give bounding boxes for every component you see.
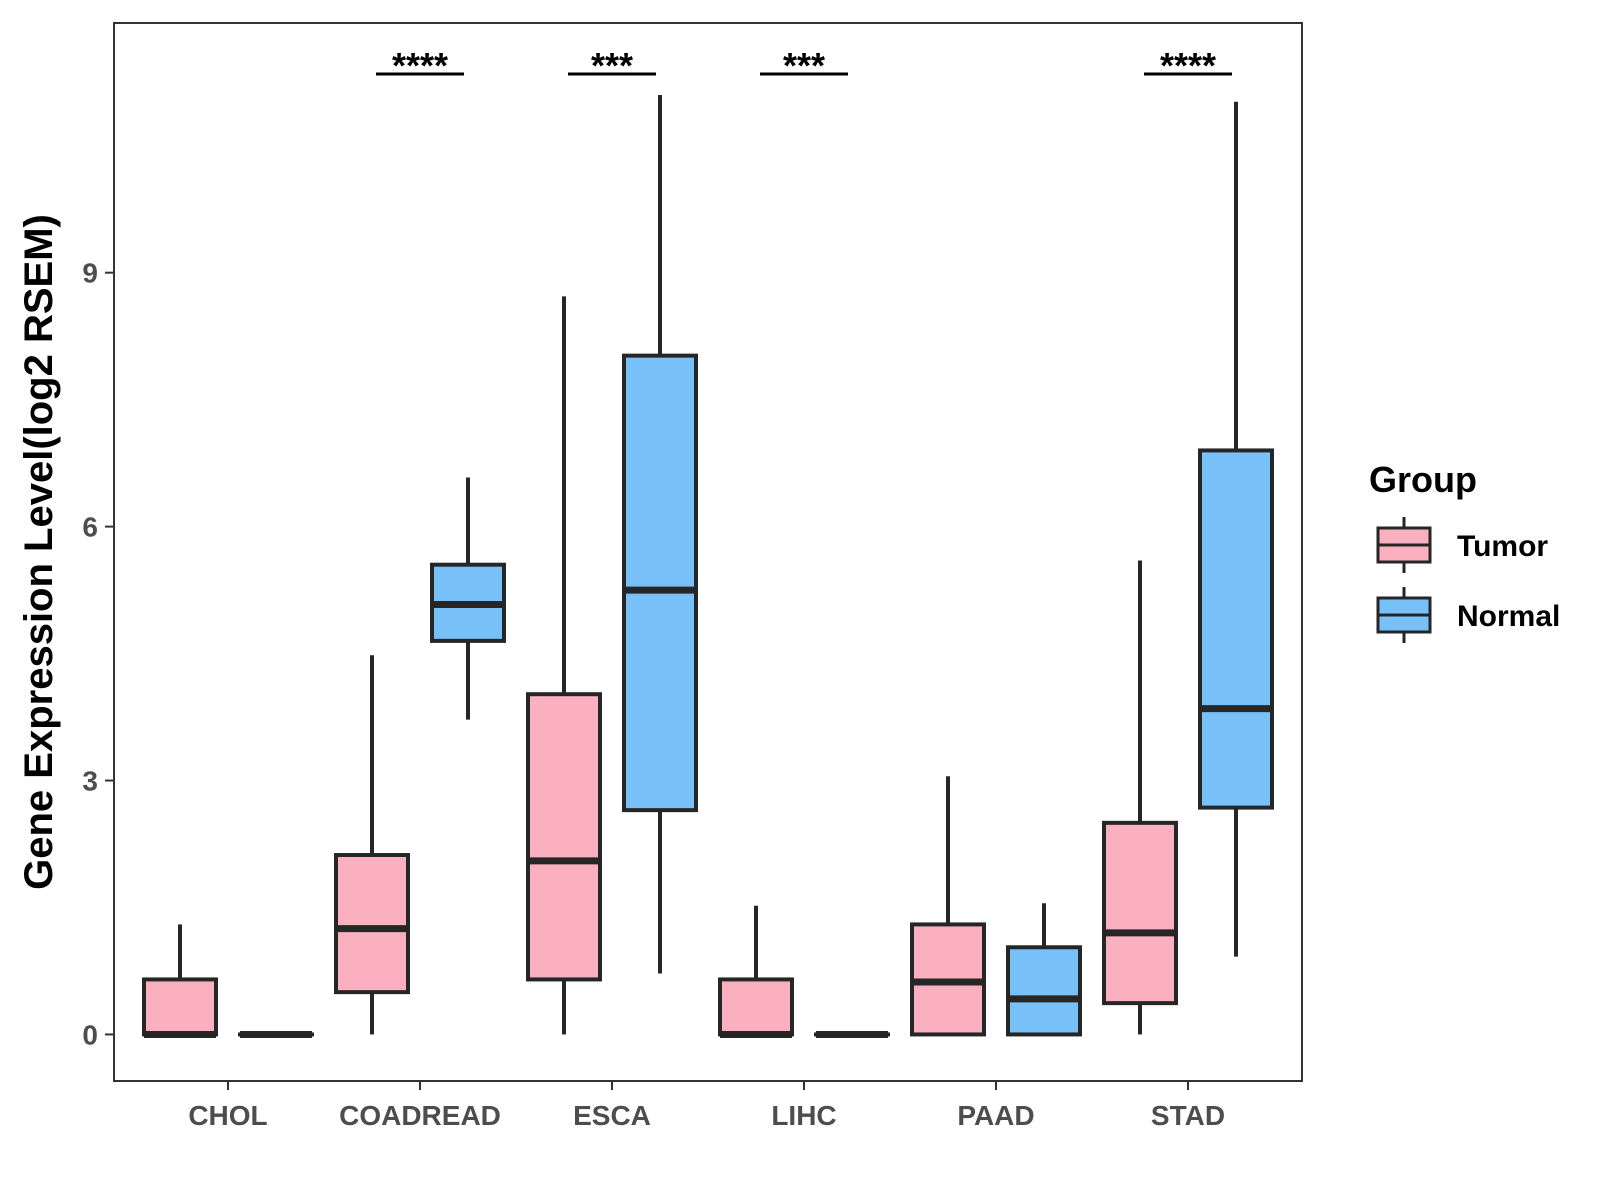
legend-item-normal: Normal [1376,587,1560,643]
box-normal-stad [1198,101,1274,957]
significance-label: *** [783,45,825,86]
significance-label: *** [591,45,633,86]
box-normal-esca [622,94,698,974]
box-tumor-coadread [334,655,410,1035]
y-tick-label: 0 [82,1019,98,1050]
legend-label: Tumor [1457,530,1548,563]
box-body [622,353,698,813]
significance-label: **** [392,45,448,86]
box-tumor-esca [526,296,602,1035]
box-body [142,977,218,1037]
significance-coadread: **** [376,45,464,86]
significance-esca: *** [568,45,656,86]
x-tick-label: ESCA [573,1100,651,1131]
box-tumor-chol [142,924,218,1038]
box-normal-paad [1006,903,1082,1037]
x-axis: CHOL COADREAD ESCA LIHC PAAD STAD [188,1081,1225,1131]
y-axis: 0 3 6 9 [82,258,114,1050]
significance-label: **** [1160,45,1216,86]
y-tick-label: 9 [82,258,98,289]
box-body [1006,945,1082,1037]
x-tick-label: COADREAD [339,1100,501,1131]
box-normal-coadread [430,477,506,720]
y-axis-label: Gene Expression Level(log2 RSEM) [17,214,61,890]
y-tick-label: 6 [82,512,98,543]
box-body [526,692,602,982]
box-body [1102,820,1178,1006]
box-body [1198,448,1274,810]
x-tick-label: PAAD [957,1100,1034,1131]
x-tick-label: STAD [1151,1100,1225,1131]
box-tumor-lihc [718,905,794,1038]
legend: Group Tumor Normal [1369,459,1560,643]
x-tick-label: CHOL [188,1100,267,1131]
significance-stad: **** [1144,45,1232,86]
significance-lihc: *** [760,45,848,86]
legend-item-tumor: Tumor [1376,517,1548,573]
panel-border [113,22,1303,1082]
box-body [718,977,794,1037]
box-body [334,853,410,995]
box-tumor-paad [910,776,986,1037]
legend-label: Normal [1457,600,1560,633]
box-tumor-stad [1102,560,1178,1035]
plot-panel: **** *** *** **** [113,22,1303,1082]
y-tick-label: 3 [82,766,98,797]
legend-title: Group [1369,459,1477,500]
x-tick-label: LIHC [771,1100,836,1131]
